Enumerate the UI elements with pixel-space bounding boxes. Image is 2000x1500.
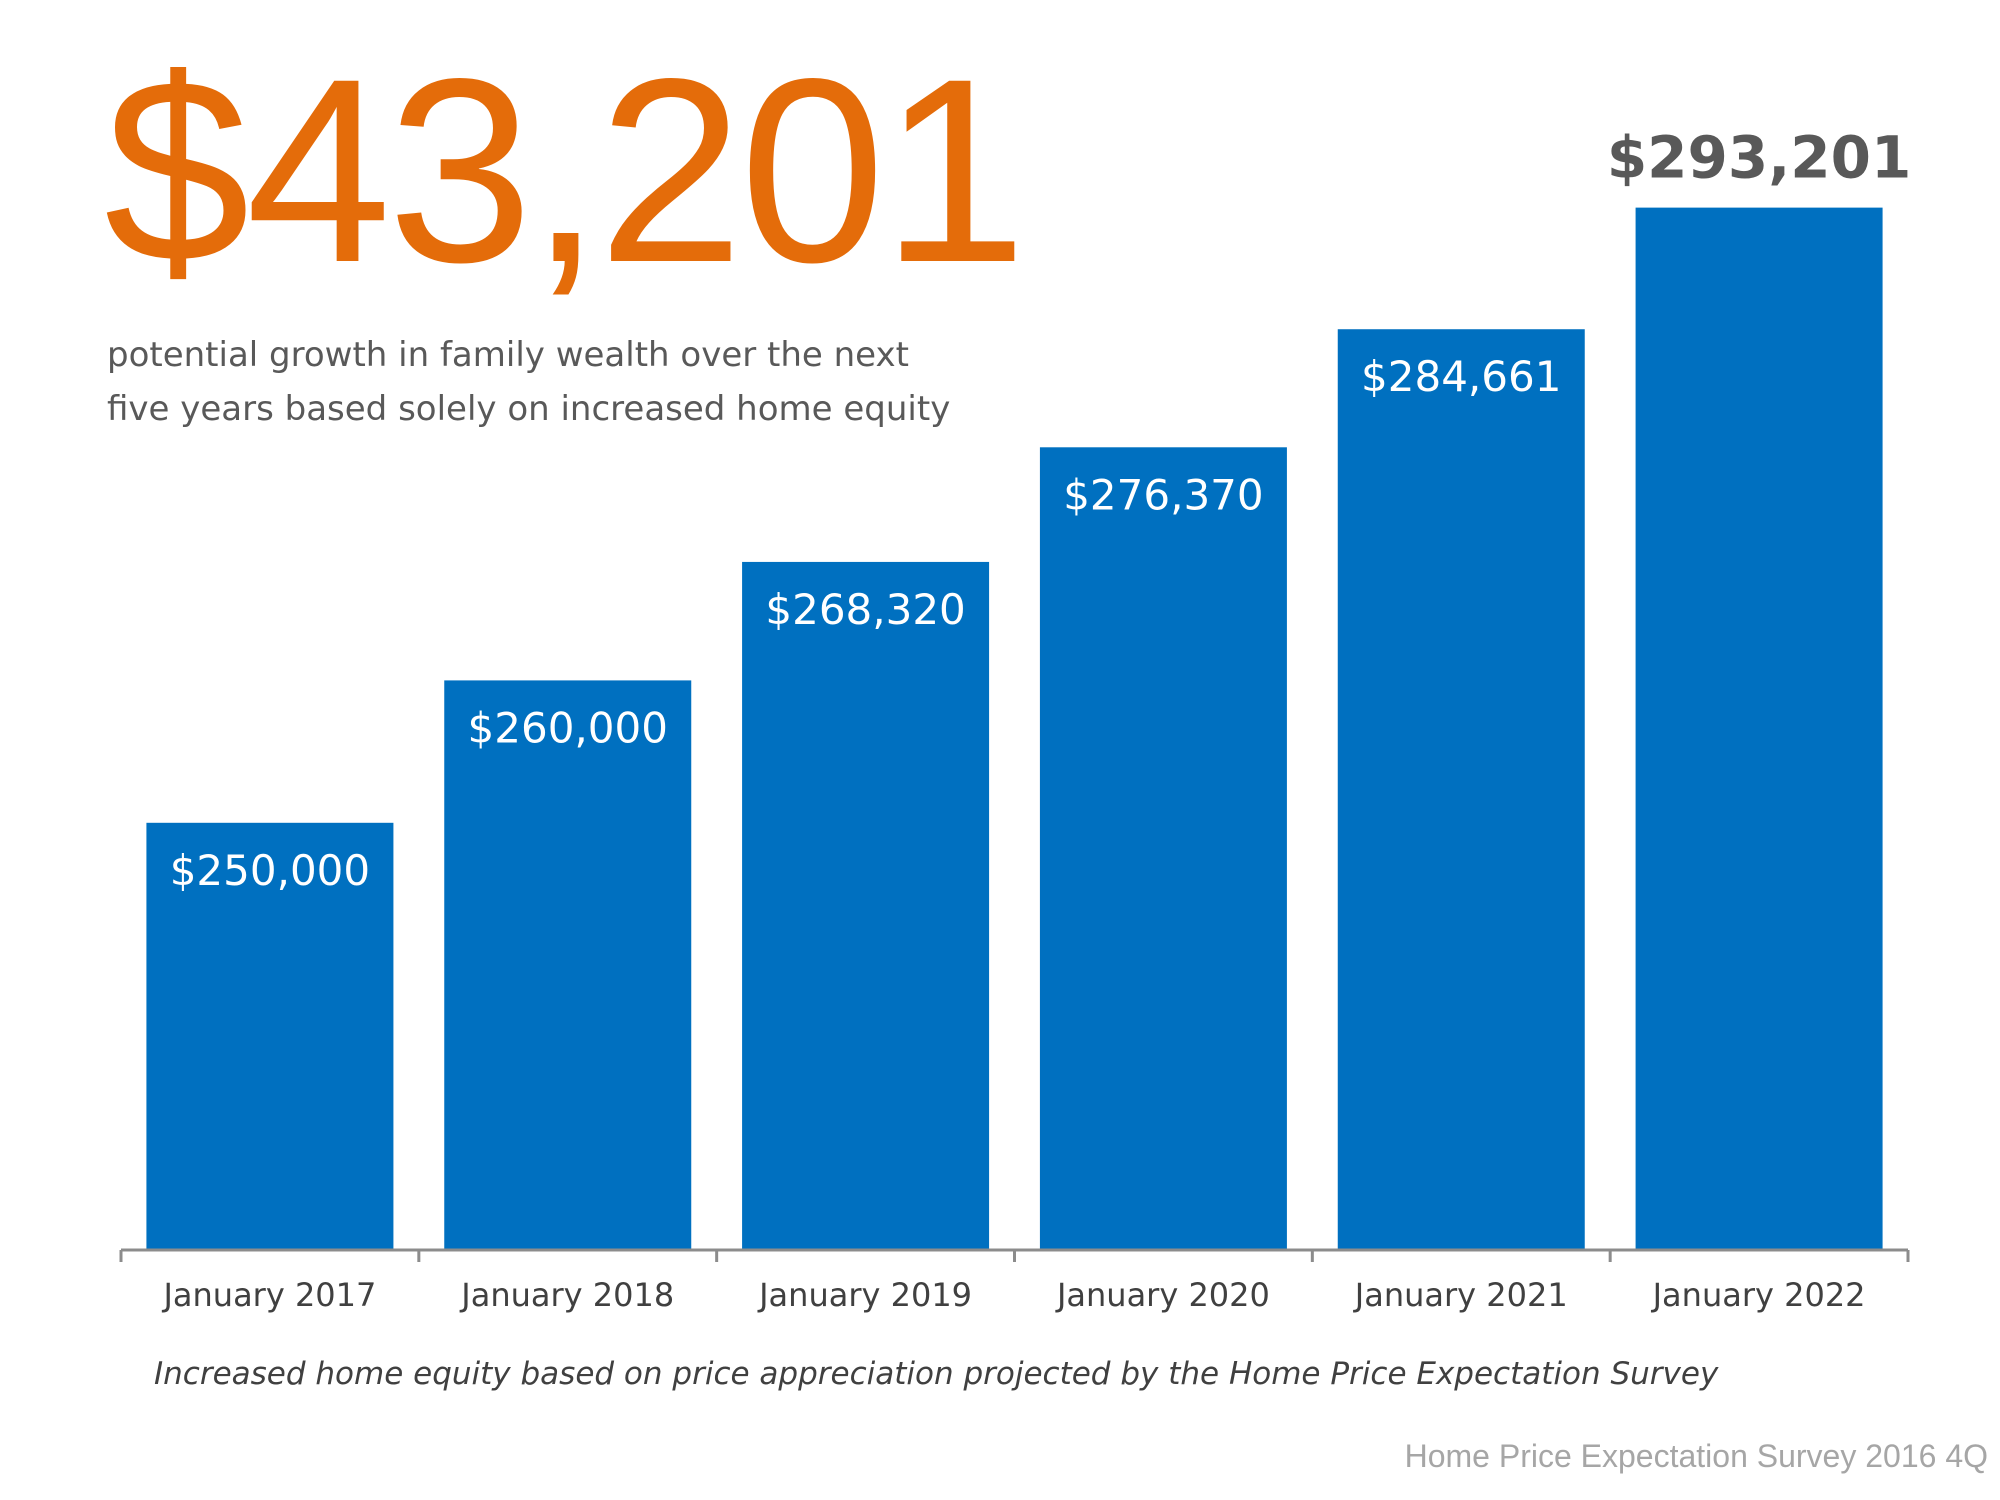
- footnote: Increased home equity based on price app…: [154, 1356, 1719, 1392]
- subtitle-line: potential growth in family wealth over t…: [107, 335, 909, 375]
- data-label: $250,000: [170, 846, 370, 895]
- x-tick-label: January 2022: [1651, 1276, 1866, 1314]
- bar: [146, 822, 394, 1250]
- x-tick-label: January 2017: [161, 1276, 376, 1314]
- x-tick-label: January 2020: [1055, 1276, 1270, 1314]
- bar: [1039, 447, 1287, 1250]
- x-tick-label: January 2019: [757, 1276, 972, 1314]
- bar: [444, 680, 692, 1250]
- data-label: $284,661: [1361, 352, 1561, 401]
- subtitle: potential growth in family wealth over t…: [107, 328, 950, 436]
- source-credit: Home Price Expectation Survey 2016 4Q: [1404, 1438, 1988, 1474]
- bar: [1337, 329, 1585, 1250]
- bar: [742, 561, 990, 1250]
- data-label: $268,320: [765, 585, 965, 634]
- data-label: $293,201: [1607, 124, 1912, 192]
- x-tick-label: January 2021: [1353, 1276, 1568, 1314]
- data-label: $260,000: [468, 703, 668, 752]
- headline-value: $43,201: [104, 24, 1027, 317]
- x-tick-label: January 2018: [459, 1276, 674, 1314]
- bar: [1635, 207, 1883, 1250]
- subtitle-line: five years based solely on increased hom…: [107, 389, 951, 429]
- data-label: $276,370: [1063, 470, 1263, 519]
